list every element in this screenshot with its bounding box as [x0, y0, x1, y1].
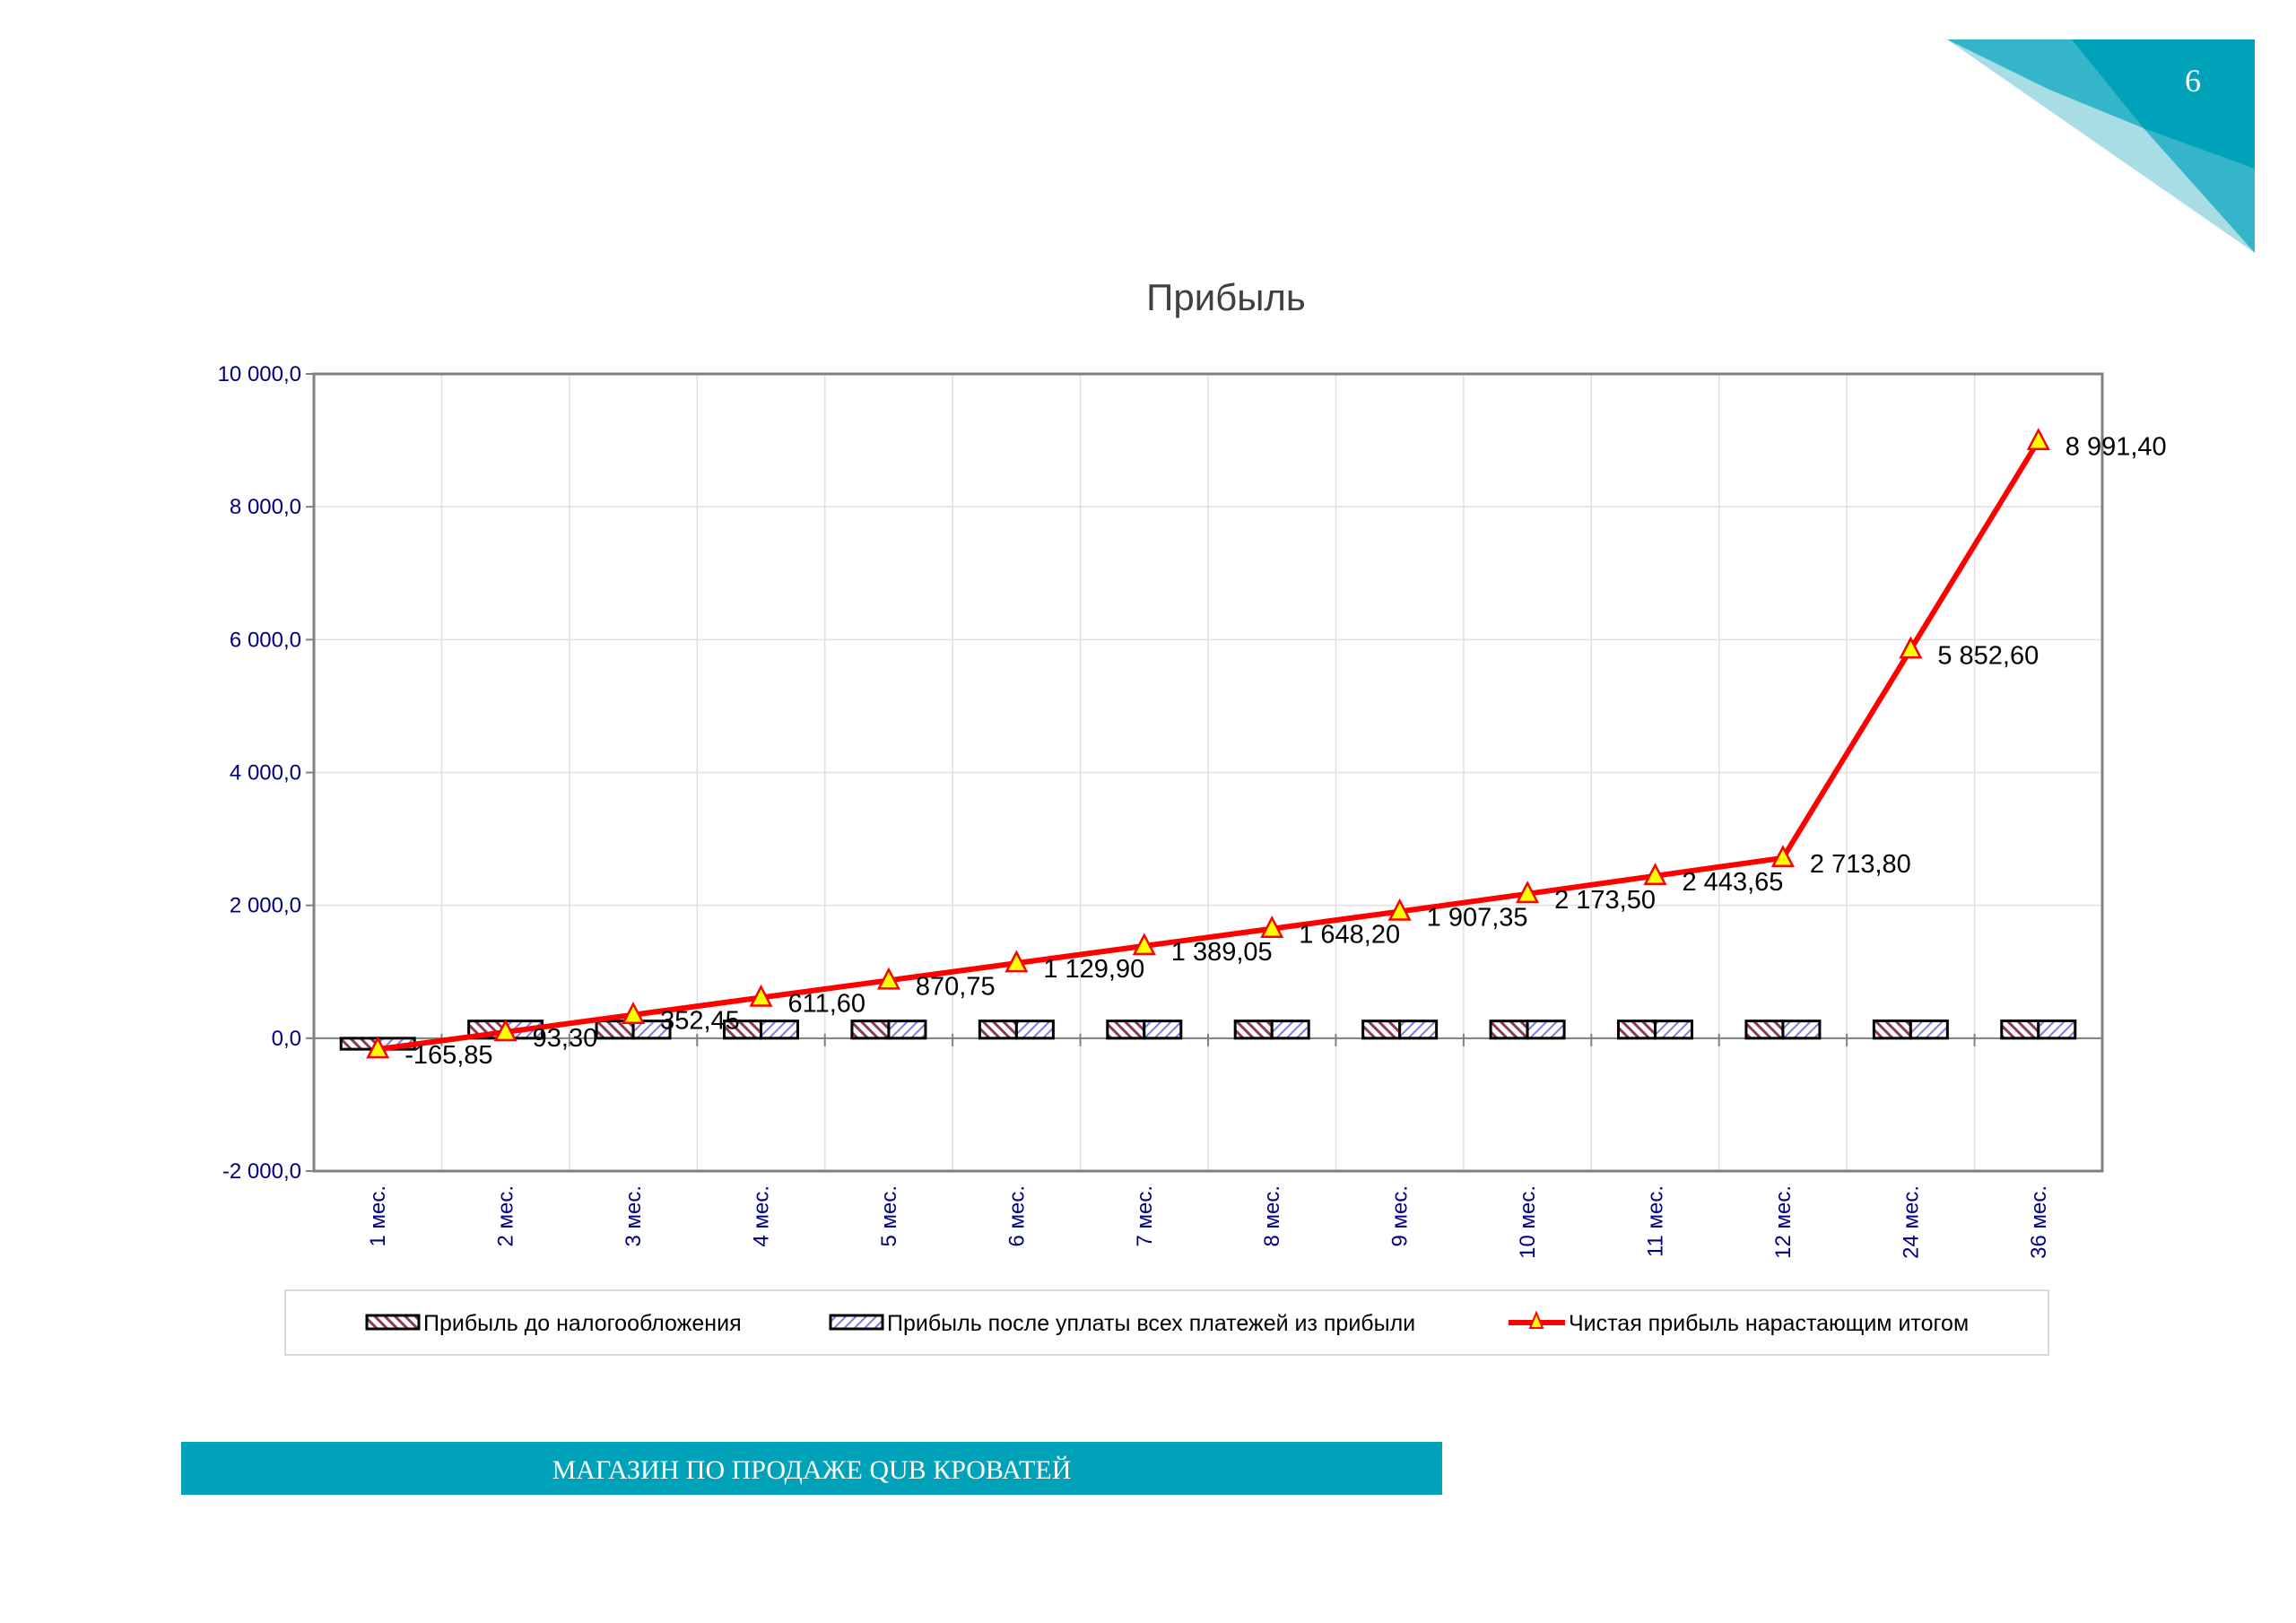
y-tick-label: 2 000,0 [230, 894, 301, 918]
bar-pretax [1361, 1020, 1402, 1040]
y-tick-label: 8 000,0 [230, 495, 301, 519]
data-label: 2 713,80 [1810, 850, 1911, 879]
line-marker [1770, 845, 1795, 868]
bar-pretax [978, 1020, 1018, 1040]
footer-text: МАГАЗИН ПО ПРОДАЖЕ QUB КРОВАТЕЙ [552, 1455, 1072, 1485]
chart-title: Прибыль [1146, 276, 1306, 318]
bar-aftertax [1143, 1020, 1183, 1040]
data-label: 1 648,20 [1299, 921, 1400, 950]
line-marker [1004, 950, 1029, 973]
data-label: 1 129,90 [1043, 955, 1144, 984]
bar-aftertax [1270, 1020, 1310, 1040]
page-number: 6 [2185, 63, 2201, 99]
x-tick-label: 3 мес. [622, 1185, 646, 1247]
bar-pretax [1744, 1020, 1785, 1040]
legend-label-cumulative: Чистая прибыль нарастающим итогом [1569, 1311, 1969, 1336]
x-tick-label: 6 мес. [1004, 1185, 1029, 1247]
x-tick-label: 1 мес. [366, 1185, 390, 1247]
data-label: -165,85 [404, 1041, 492, 1070]
legend-marker-icon [1528, 1310, 1544, 1329]
legend-label-aftertax: Прибыль после уплаты всех платежей из пр… [887, 1311, 1415, 1336]
line-marker [1132, 933, 1156, 956]
bar-aftertax [1909, 1019, 1949, 1040]
bar-pretax [1106, 1020, 1146, 1040]
line-marker [622, 1002, 646, 1024]
plot-area: -2 000,0 0,0 2 000,0 4 000,0 6 000,0 8 000,0 1… [218, 362, 2167, 1259]
bar-aftertax [1654, 1020, 1693, 1040]
cumulative-profit-line [377, 439, 2041, 1053]
legend-swatch-pretax [365, 1314, 421, 1331]
legend-label-pretax: Прибыль до налогообложения [423, 1311, 742, 1336]
bar-aftertax [631, 1020, 672, 1040]
bar-pretax [1872, 1019, 1912, 1040]
legend-swatch-aftertax [829, 1314, 884, 1331]
line-marker [2026, 428, 2050, 450]
legend-box [284, 1289, 2049, 1356]
y-tick-label: 10 000,0 [218, 362, 301, 386]
bar-aftertax [760, 1020, 799, 1040]
line-marker [493, 1019, 517, 1042]
data-label: 870,75 [916, 972, 996, 1001]
x-tick-label: 24 мес. [1899, 1185, 1923, 1259]
x-tick-label: 9 мес. [1388, 1185, 1413, 1247]
x-tick-label: 12 мес. [1771, 1185, 1796, 1259]
data-label: 8 991,40 [2066, 433, 2167, 462]
x-tick-label: 8 мес. [1260, 1185, 1284, 1247]
line-marker [1387, 898, 1412, 921]
y-tick-label: 4 000,0 [230, 761, 301, 785]
line-marker [1899, 636, 1923, 659]
line-marker [876, 967, 900, 990]
data-label: 5 852,60 [1937, 641, 2039, 670]
x-tick-label: 4 мес. [750, 1185, 774, 1247]
bar-aftertax [1014, 1020, 1055, 1040]
line-marker [1260, 916, 1284, 938]
y-tick-label: -2 000,0 [222, 1159, 301, 1184]
y-tick-label: 6 000,0 [230, 628, 301, 652]
bar-pretax [1489, 1020, 1529, 1040]
bar-pretax [1233, 1020, 1274, 1040]
data-label: 2 173,50 [1554, 886, 1656, 915]
bar-pretax [850, 1020, 891, 1040]
bar-aftertax [1781, 1020, 1822, 1040]
plot-border [312, 372, 2104, 1173]
bar-aftertax [1398, 1020, 1439, 1040]
bar-pretax [1617, 1020, 1657, 1040]
x-tick-label: 10 мес. [1516, 1185, 1540, 1259]
line-marker [1643, 863, 1667, 886]
x-tick-label: 7 мес. [1133, 1185, 1157, 1247]
x-tick-label: 36 мес. [2027, 1185, 2051, 1259]
data-label: 1 389,05 [1171, 938, 1273, 967]
line-marker [749, 984, 773, 1007]
bar-aftertax [887, 1020, 927, 1040]
bar-pretax [2000, 1019, 2040, 1040]
line-marker [366, 1036, 390, 1059]
data-label: 2 443,65 [1683, 868, 1784, 897]
x-tick-label: 2 мес. [494, 1185, 518, 1247]
footer-banner: МАГАЗИН ПО ПРОДАЖЕ QUB КРОВАТЕЙ [181, 1442, 1442, 1495]
data-label: 352,45 [660, 1007, 740, 1036]
data-label: 93,30 [533, 1024, 598, 1053]
data-label: 611,60 [788, 990, 866, 1019]
corner-decoration: 6 [1947, 39, 2255, 253]
x-tick-label: 5 мес. [877, 1185, 901, 1247]
y-tick-label: 0,0 [272, 1027, 301, 1051]
line-marker [1516, 881, 1540, 904]
data-label: 1 907,35 [1427, 904, 1528, 933]
bar-aftertax [1526, 1020, 1566, 1040]
x-tick-label: 11 мес. [1644, 1185, 1668, 1257]
bar-aftertax [2037, 1019, 2077, 1040]
legend: Прибыль до налогообложения Прибыль после… [284, 1289, 2049, 1356]
